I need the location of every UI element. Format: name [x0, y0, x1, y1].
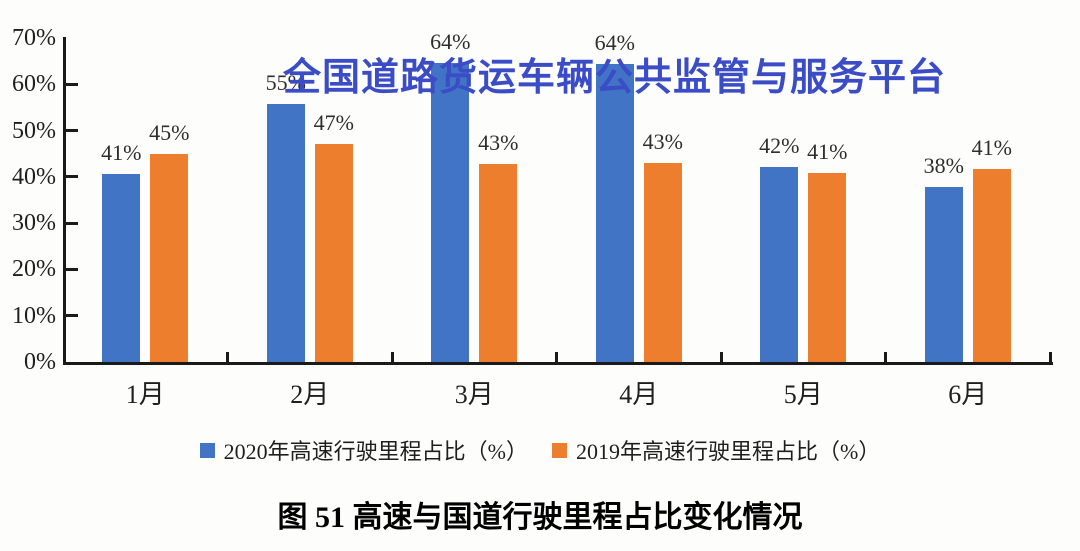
x-axis-tick — [390, 352, 394, 362]
bar-value-label: 38% — [923, 153, 964, 179]
bar-value-label: 43% — [642, 129, 683, 155]
legend-swatch-2020 — [199, 442, 215, 458]
x-axis-category-label: 3月 — [454, 380, 494, 409]
y-axis-tick — [66, 267, 78, 271]
y-axis-tick-label: 20% — [12, 256, 56, 283]
legend-label-2020: 2020年高速行驶里程占比（%） — [223, 439, 528, 464]
x-axis-tick — [555, 352, 558, 362]
x-axis-tick — [884, 352, 887, 362]
bar-2020-1月 — [102, 174, 141, 362]
bar-value-label: 64% — [594, 30, 635, 56]
watermark-text: 全国道路货运车辆公共监管与服务平台 — [283, 57, 947, 99]
legend-item-2020: 2020年高速行驶里程占比（%） — [199, 434, 528, 466]
y-axis-line — [63, 37, 66, 365]
y-axis-tick — [66, 221, 78, 225]
x-axis-category-label: 1月 — [125, 380, 165, 409]
chart-legend: 2020年高速行驶里程占比（%） 2019年高速行驶里程占比（%） — [0, 434, 1080, 466]
bar-2019-5月 — [808, 173, 847, 362]
bar-2019-1月 — [150, 153, 189, 362]
bar-value-label: 41% — [101, 140, 142, 166]
x-axis-tick — [719, 352, 723, 362]
y-axis-tick-label: 60% — [12, 71, 56, 98]
y-axis-tick-label: 0% — [24, 349, 56, 375]
bar-2020-2月 — [266, 103, 305, 362]
bar-2019-3月 — [479, 164, 518, 362]
x-axis-category-label: 4月 — [619, 380, 659, 409]
bar-value-label: 64% — [430, 29, 471, 55]
bar-value-label: 55% — [265, 69, 306, 95]
bar-2020-3月 — [431, 63, 470, 362]
x-axis-tick — [226, 352, 229, 362]
x-axis-category-label: 6月 — [948, 380, 988, 409]
bar-value-label: 41% — [807, 139, 848, 165]
y-axis-tick — [66, 314, 78, 318]
y-axis-tick — [66, 175, 78, 179]
bar-2020-5月 — [760, 167, 799, 362]
y-axis-tick — [66, 129, 78, 133]
bar-value-label: 41% — [971, 134, 1012, 160]
figure-caption: 图 51 高速与国道行驶里程占比变化情况 — [277, 501, 803, 534]
legend-swatch-2019 — [552, 442, 567, 458]
legend-item-2019: 2019年高速行驶里程占比（%） — [552, 434, 880, 466]
x-axis-line — [63, 362, 1053, 365]
y-axis-tick-label: 70% — [12, 25, 56, 51]
y-axis-tick-label: 50% — [12, 117, 56, 144]
bar-2020-6月 — [924, 187, 963, 362]
legend-label-2019: 2019年高速行驶里程占比（%） — [576, 439, 881, 464]
bar-2020-4月 — [595, 64, 634, 362]
y-axis-tick-label: 40% — [12, 163, 56, 190]
y-axis-tick-label: 30% — [12, 210, 56, 237]
bar-value-label: 43% — [478, 130, 519, 156]
y-axis-tick — [66, 82, 78, 86]
x-axis-category-label: 5月 — [783, 380, 823, 409]
bar-2019-4月 — [643, 163, 682, 362]
bar-2019-6月 — [972, 168, 1011, 362]
bar-value-label: 47% — [313, 110, 354, 136]
x-axis-tick — [1048, 352, 1052, 362]
y-axis-tick-label: 10% — [12, 302, 56, 329]
bar-value-label: 45% — [149, 119, 190, 145]
bar-value-label: 42% — [759, 133, 800, 159]
bar-2019-2月 — [314, 144, 353, 362]
x-axis-category-label: 2月 — [290, 380, 330, 409]
